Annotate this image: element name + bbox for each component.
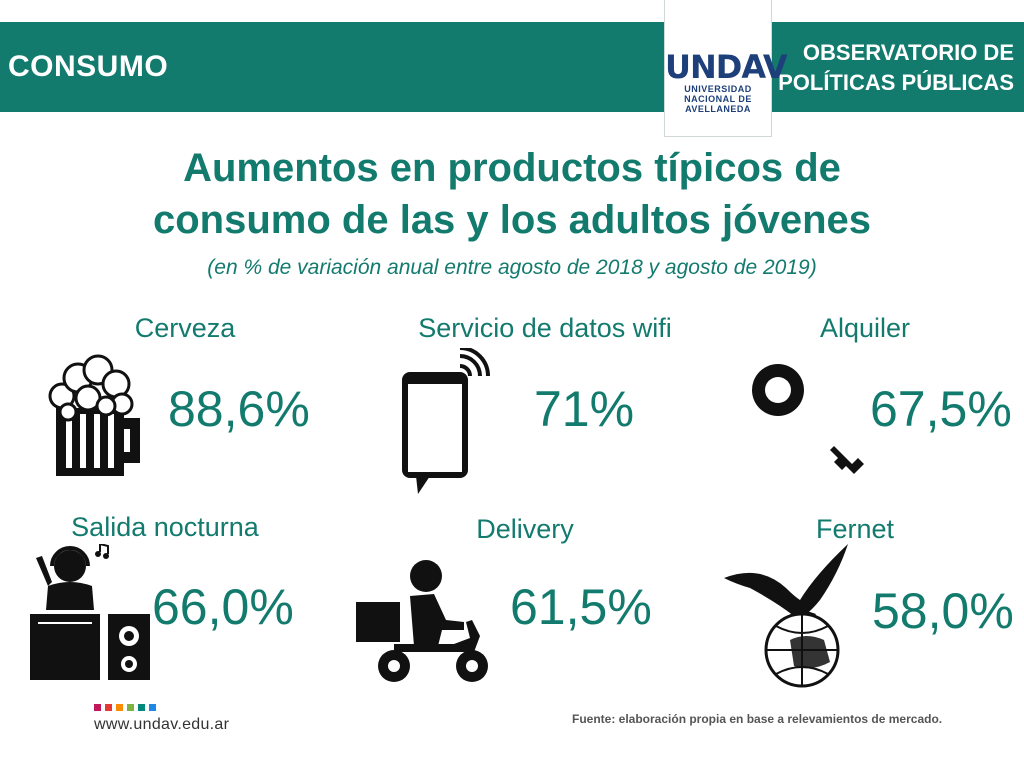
source-note: Fuente: elaboración propia en base a rel…: [572, 712, 943, 726]
brand-color-dots: [94, 704, 156, 711]
footer-url: www.undav.edu.ar: [94, 716, 230, 733]
brand-dot: [116, 704, 123, 711]
observatory-title-line1: OBSERVATORIO DE: [802, 40, 1014, 65]
item-value-cerveza: 88,6%: [168, 381, 310, 437]
observatory-title-line2: POLÍTICAS PÚBLICAS: [778, 70, 1014, 95]
brand-dot: [138, 704, 145, 711]
item-value-salida: 66,0%: [152, 579, 294, 635]
section-label: CONSUMO: [8, 50, 169, 83]
item-label-alquiler: Alquiler: [819, 313, 911, 343]
item-label-fernet: Fernet: [815, 514, 895, 544]
logo-line2: NACIONAL DE: [684, 94, 752, 104]
logo-line1: UNIVERSIDAD: [684, 84, 752, 94]
item-value-alquiler: 67,5%: [870, 381, 1012, 437]
page-title: Aumentos en productos típicos de consumo…: [0, 142, 1024, 246]
beer-mug-icon: [48, 354, 140, 476]
eagle-globe-icon: [724, 544, 848, 688]
item-label-wifi: Servicio de datos wifi: [418, 313, 672, 343]
observatory-title: OBSERVATORIO DE POLÍTICAS PÚBLICAS: [754, 38, 1014, 98]
item-label-salida: Salida nocturna: [71, 512, 259, 542]
undav-logo: UNDAV UNIVERSIDAD NACIONAL DE AVELLANEDA: [664, 0, 788, 137]
header-bar: [0, 22, 1024, 112]
brand-dot: [105, 704, 112, 711]
brand-dot: [127, 704, 134, 711]
item-value-wifi: 71%: [534, 381, 635, 437]
brand-dot: [94, 704, 101, 711]
logo-wordmark: UNDAV: [665, 48, 788, 86]
page-title-line2: consumo de las y los adultos jóvenes: [153, 198, 871, 242]
item-label-cerveza: Cerveza: [134, 313, 236, 343]
brand-dot: [149, 704, 156, 711]
logo-subtitle: UNIVERSIDAD NACIONAL DE AVELLANEDA: [665, 84, 771, 114]
dj-icon: [30, 544, 150, 680]
item-value-delivery: 61,5%: [510, 579, 652, 635]
page-subtitle: (en % de variación anual entre agosto de…: [207, 256, 817, 279]
key-icon: [752, 364, 864, 474]
delivery-scooter-icon: [356, 560, 488, 682]
logo-line3: AVELLANEDA: [685, 104, 751, 114]
smartphone-wifi-icon: [402, 348, 490, 494]
page-title-line1: Aumentos en productos típicos de: [183, 146, 841, 190]
item-value-fernet: 58,0%: [872, 583, 1014, 639]
item-label-delivery: Delivery: [476, 514, 574, 544]
